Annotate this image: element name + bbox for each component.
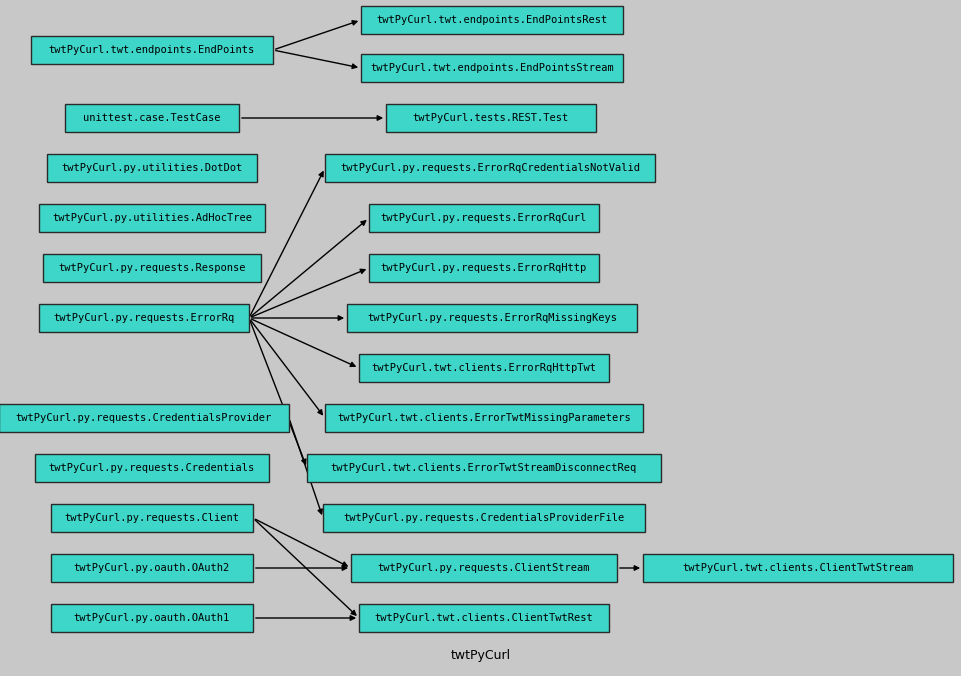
Text: twtPyCurl.twt.clients.ErrorTwtStreamDisconnectReq: twtPyCurl.twt.clients.ErrorTwtStreamDisc… <box>331 463 636 473</box>
Text: twtPyCurl: twtPyCurl <box>451 648 510 662</box>
FancyBboxPatch shape <box>369 204 599 232</box>
FancyBboxPatch shape <box>351 554 616 582</box>
Text: twtPyCurl.tests.REST.Test: twtPyCurl.tests.REST.Test <box>412 113 569 123</box>
Text: twtPyCurl.py.requests.ErrorRqCredentialsNotValid: twtPyCurl.py.requests.ErrorRqCredentials… <box>339 163 639 173</box>
Text: twtPyCurl.py.requests.Response: twtPyCurl.py.requests.Response <box>59 263 245 273</box>
Text: twtPyCurl.twt.clients.ClientTwtRest: twtPyCurl.twt.clients.ClientTwtRest <box>374 613 593 623</box>
FancyBboxPatch shape <box>51 504 253 532</box>
FancyBboxPatch shape <box>358 354 608 382</box>
Text: twtPyCurl.twt.endpoints.EndPointsStream: twtPyCurl.twt.endpoints.EndPointsStream <box>370 63 613 73</box>
FancyBboxPatch shape <box>323 504 644 532</box>
FancyBboxPatch shape <box>325 154 654 182</box>
FancyBboxPatch shape <box>360 6 623 34</box>
Text: twtPyCurl.py.requests.Client: twtPyCurl.py.requests.Client <box>64 513 239 523</box>
FancyBboxPatch shape <box>358 604 608 632</box>
FancyBboxPatch shape <box>31 36 273 64</box>
FancyBboxPatch shape <box>642 554 952 582</box>
Text: twtPyCurl.py.requests.ClientStream: twtPyCurl.py.requests.ClientStream <box>378 563 590 573</box>
Text: twtPyCurl.twt.clients.ErrorRqHttpTwt: twtPyCurl.twt.clients.ErrorRqHttpTwt <box>371 363 596 373</box>
Text: twtPyCurl.py.requests.ErrorRqHttp: twtPyCurl.py.requests.ErrorRqHttp <box>381 263 586 273</box>
Text: unittest.case.TestCase: unittest.case.TestCase <box>84 113 220 123</box>
FancyBboxPatch shape <box>43 254 260 282</box>
FancyBboxPatch shape <box>307 454 660 482</box>
FancyBboxPatch shape <box>51 604 253 632</box>
Text: twtPyCurl.py.oauth.OAuth1: twtPyCurl.py.oauth.OAuth1 <box>74 613 230 623</box>
FancyBboxPatch shape <box>47 154 257 182</box>
Text: twtPyCurl.py.requests.Credentials: twtPyCurl.py.requests.Credentials <box>49 463 255 473</box>
Text: twtPyCurl.twt.endpoints.EndPoints: twtPyCurl.twt.endpoints.EndPoints <box>49 45 255 55</box>
Text: twtPyCurl.twt.clients.ErrorTwtMissingParameters: twtPyCurl.twt.clients.ErrorTwtMissingPar… <box>336 413 630 423</box>
FancyBboxPatch shape <box>51 554 253 582</box>
FancyBboxPatch shape <box>360 54 623 82</box>
FancyBboxPatch shape <box>0 404 288 432</box>
Text: twtPyCurl.py.requests.ErrorRqMissingKeys: twtPyCurl.py.requests.ErrorRqMissingKeys <box>366 313 616 323</box>
FancyBboxPatch shape <box>39 304 249 332</box>
Text: twtPyCurl.py.requests.ErrorRqCurl: twtPyCurl.py.requests.ErrorRqCurl <box>381 213 586 223</box>
Text: twtPyCurl.py.oauth.OAuth2: twtPyCurl.py.oauth.OAuth2 <box>74 563 230 573</box>
Text: twtPyCurl.py.utilities.DotDot: twtPyCurl.py.utilities.DotDot <box>62 163 242 173</box>
Text: twtPyCurl.py.requests.CredentialsProviderFile: twtPyCurl.py.requests.CredentialsProvide… <box>343 513 624 523</box>
Text: twtPyCurl.py.requests.ErrorRq: twtPyCurl.py.requests.ErrorRq <box>53 313 234 323</box>
Text: twtPyCurl.py.requests.CredentialsProvider: twtPyCurl.py.requests.CredentialsProvide… <box>16 413 272 423</box>
FancyBboxPatch shape <box>347 304 636 332</box>
Text: twtPyCurl.py.utilities.AdHocTree: twtPyCurl.py.utilities.AdHocTree <box>52 213 252 223</box>
FancyBboxPatch shape <box>65 104 238 132</box>
FancyBboxPatch shape <box>39 204 264 232</box>
FancyBboxPatch shape <box>385 104 596 132</box>
Text: twtPyCurl.twt.endpoints.EndPointsRest: twtPyCurl.twt.endpoints.EndPointsRest <box>376 15 607 25</box>
FancyBboxPatch shape <box>325 404 642 432</box>
Text: twtPyCurl.twt.clients.ClientTwtStream: twtPyCurl.twt.clients.ClientTwtStream <box>681 563 913 573</box>
FancyBboxPatch shape <box>35 454 269 482</box>
FancyBboxPatch shape <box>369 254 599 282</box>
